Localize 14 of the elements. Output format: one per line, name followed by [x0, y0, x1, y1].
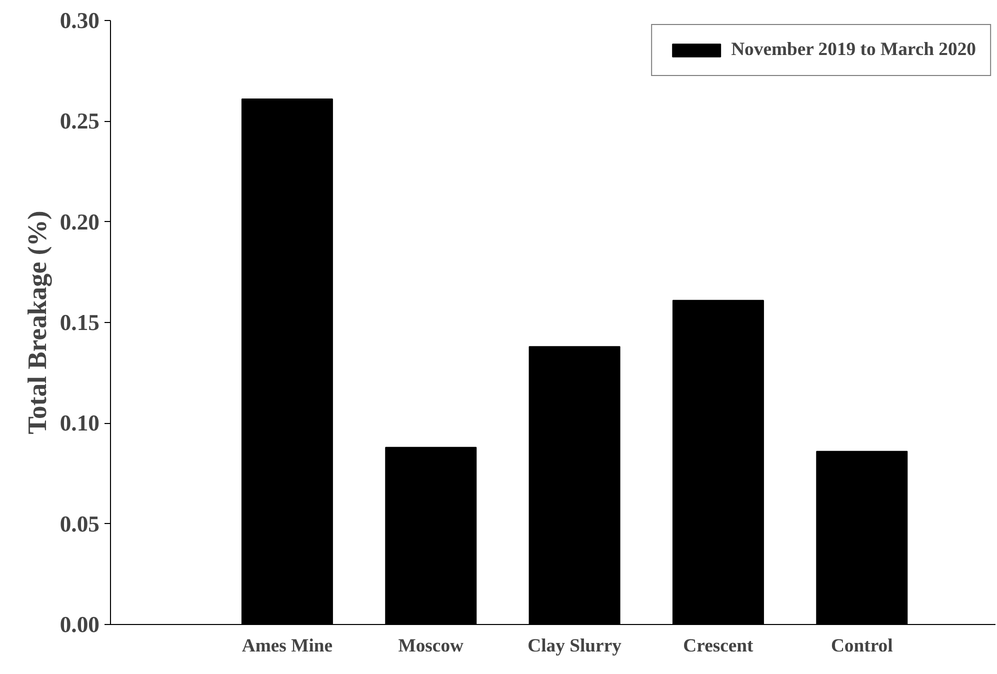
x-tick-label: Control — [830, 636, 893, 656]
x-tick-label: Crescent — [683, 636, 754, 656]
y-tick-label: 0.30 — [60, 8, 100, 33]
x-tick-label: Clay Slurry — [528, 636, 622, 656]
y-tick-label: 0.25 — [60, 108, 100, 134]
x-tick-label: Moscow — [398, 636, 464, 656]
y-tick-label: 0.20 — [60, 209, 100, 234]
y-tick-label: 0.15 — [60, 310, 100, 335]
legend-label: November 2019 to March 2020 — [731, 39, 976, 61]
y-tick-label: 0.05 — [60, 511, 100, 536]
y-tick-label: 0.00 — [60, 612, 100, 637]
y-axis-title: Total Breakage (%) — [22, 210, 52, 434]
y-tick-label: 0.10 — [60, 410, 100, 436]
x-tick-label: Ames Mine — [242, 636, 333, 656]
